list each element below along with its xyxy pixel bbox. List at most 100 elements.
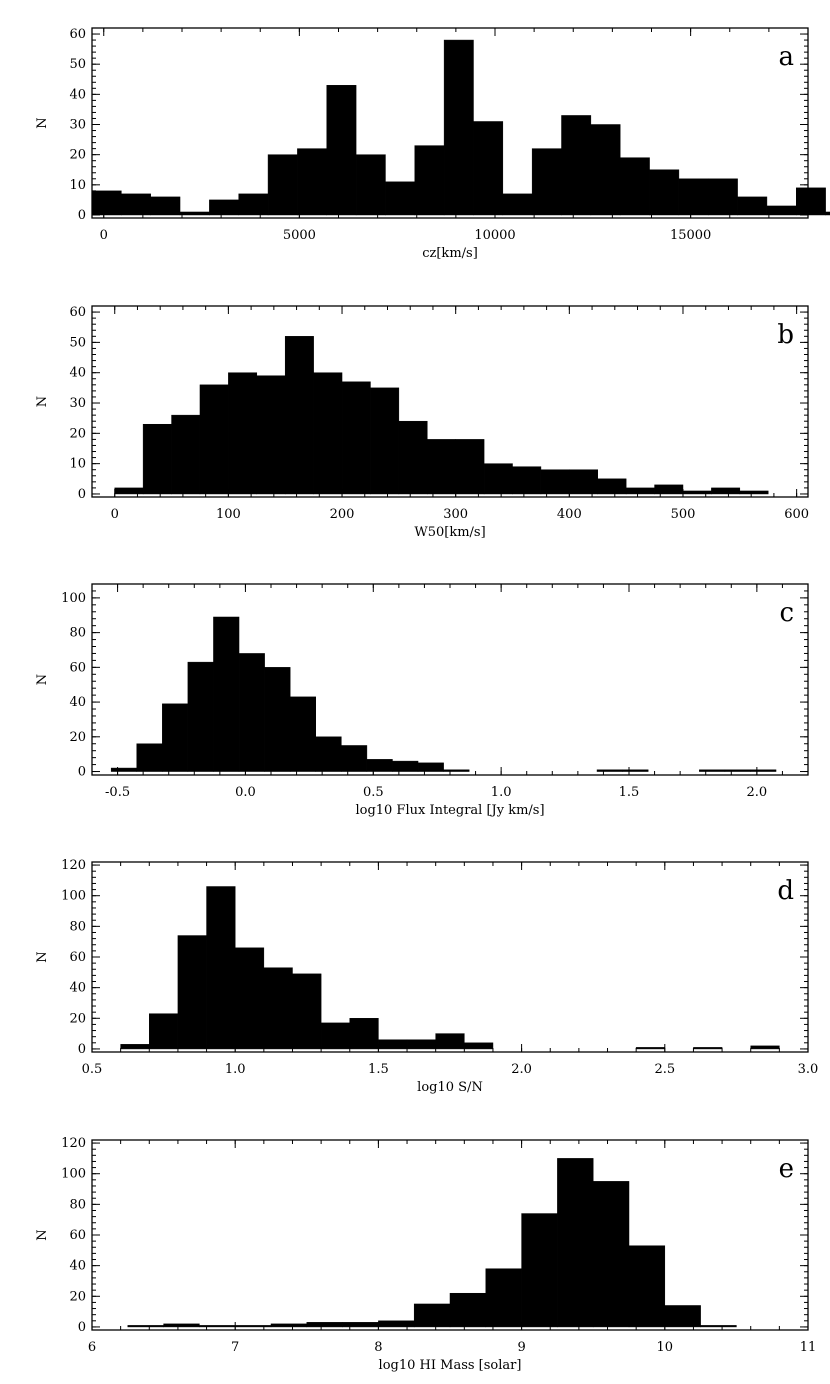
histogram-bar xyxy=(171,414,201,495)
x-tick-label: 6 xyxy=(88,1340,96,1355)
x-tick-label: 7 xyxy=(231,1340,239,1355)
histogram-bar xyxy=(485,1268,522,1328)
histogram-bar xyxy=(385,181,416,216)
histogram-bar xyxy=(531,148,562,216)
histogram-bar xyxy=(561,115,592,216)
y-tick-label: 10 xyxy=(69,457,86,472)
histogram-bar xyxy=(628,1245,666,1328)
histogram-bar xyxy=(213,616,240,772)
histogram-bar xyxy=(417,762,444,772)
y-tick-label: 120 xyxy=(61,1136,86,1151)
histogram-panel-d: 0.5 1.0 1.5 2.0 2.5 3.0 0 20 40 60 80 100 120 log10 S… xyxy=(35,858,818,1095)
y-tick-label: 40 xyxy=(69,1259,86,1274)
histogram-panel-b: 0 100 200 300 400 500 600 0 10 20 30 40 50 60 W50[km/s… xyxy=(35,305,809,540)
histogram-bar xyxy=(464,1042,494,1050)
y-tick-label: 20 xyxy=(69,148,86,163)
histogram-bar xyxy=(711,487,741,495)
x-tick-label: -0.5 xyxy=(105,785,130,800)
x-tick-label: 400 xyxy=(557,507,582,522)
histogram-bar xyxy=(209,199,239,216)
x-tick-label: 1.5 xyxy=(619,785,640,800)
histogram-bar xyxy=(724,769,751,772)
histogram-bar xyxy=(443,769,470,772)
x-tick-label: 2.0 xyxy=(511,1062,532,1077)
y-tick-label: 0 xyxy=(78,487,86,502)
histogram-bar xyxy=(378,1039,408,1050)
histogram-bar xyxy=(414,145,445,216)
x-tick-label: 11 xyxy=(800,1340,817,1355)
histogram-bar xyxy=(355,154,386,216)
y-tick-label: 60 xyxy=(69,27,86,42)
histogram-bar xyxy=(342,1322,379,1328)
y-tick-label: 10 xyxy=(69,178,86,193)
y-tick-label: 100 xyxy=(61,1167,86,1182)
x-axis-title: log10 HI Mass [solar] xyxy=(379,1358,522,1373)
histogram-bar xyxy=(693,1047,723,1050)
y-tick-label: 30 xyxy=(69,396,86,411)
histogram-bar xyxy=(121,193,151,216)
x-tick-label: 0.5 xyxy=(82,1062,103,1077)
histogram-bar xyxy=(238,653,265,772)
histogram-panel-c: -0.5 0.0 0.5 1.0 1.5 2.0 0 20 40 60 80 100 log10 Flu… xyxy=(35,583,809,818)
histogram-bar xyxy=(341,745,368,772)
histogram-panel-a: 0 5000 10000 15000 0 10 20 30 40 50 60 cz[km/s] Na xyxy=(35,27,830,261)
histogram-bar xyxy=(699,769,726,772)
x-tick-label: 0.5 xyxy=(363,785,384,800)
x-tick-label: 600 xyxy=(784,507,809,522)
y-tick-label: 20 xyxy=(69,1011,86,1026)
y-tick-label: 40 xyxy=(69,695,86,710)
panel-label: a xyxy=(778,42,794,72)
histogram-bar xyxy=(597,478,627,495)
histogram-bar xyxy=(179,211,210,216)
histogram-bar xyxy=(91,190,122,216)
histogram-bar xyxy=(297,148,328,216)
histogram-bar xyxy=(264,667,291,772)
histogram-bar xyxy=(796,187,826,216)
histogram-bar xyxy=(540,469,570,495)
histogram-bar xyxy=(256,375,286,495)
histogram-bar xyxy=(238,193,269,216)
histogram-bar xyxy=(199,1325,236,1328)
histogram-panel-e: 6 7 8 9 10 11 0 20 40 60 80 100 120 log10 HI Mass [so… xyxy=(35,1136,816,1373)
y-tick-label: 100 xyxy=(61,591,86,606)
histogram-bar xyxy=(120,1044,150,1050)
histogram-bar xyxy=(473,121,504,216)
histogram-bar xyxy=(187,661,214,772)
y-tick-label: 50 xyxy=(69,57,86,72)
histogram-bar xyxy=(228,372,258,495)
histogram-bar xyxy=(306,1322,343,1328)
histogram-bar xyxy=(521,1213,558,1328)
histogram-bar xyxy=(199,384,229,495)
x-tick-label: 0 xyxy=(100,228,108,243)
histogram-bar xyxy=(320,1022,351,1050)
x-tick-label: 2.0 xyxy=(747,785,768,800)
histogram-bar xyxy=(349,1018,379,1050)
histogram-bar xyxy=(483,463,513,495)
y-tick-label: 40 xyxy=(69,366,86,381)
y-tick-label: 0 xyxy=(78,765,86,780)
histogram-bar xyxy=(427,439,456,495)
x-tick-label: 15000 xyxy=(670,228,711,243)
histogram-bar xyxy=(289,696,316,772)
histogram-bar xyxy=(590,124,621,216)
x-tick-label: 10000 xyxy=(474,228,515,243)
histogram-bar xyxy=(678,178,709,216)
histogram-bar xyxy=(315,736,342,772)
histogram-bar xyxy=(284,336,314,495)
histogram-bar xyxy=(263,967,293,1050)
x-axis-title: log10 Flux Integral [Jy km/s] xyxy=(355,803,544,818)
panel-label: d xyxy=(777,876,794,906)
x-tick-label: 8 xyxy=(374,1340,382,1355)
x-tick-label: 10 xyxy=(657,1340,674,1355)
panel-label: e xyxy=(779,1154,794,1184)
histogram-bar xyxy=(622,769,649,772)
x-axis-title: log10 S/N xyxy=(417,1080,483,1095)
histogram-bar xyxy=(392,760,419,772)
plot-frame xyxy=(91,27,809,219)
histogram-bar xyxy=(313,372,343,495)
histogram-bar xyxy=(443,39,474,216)
histogram-bar xyxy=(234,947,265,1050)
histogram-bar xyxy=(596,769,623,772)
x-tick-label: 500 xyxy=(671,507,696,522)
panel-label: c xyxy=(779,598,794,628)
